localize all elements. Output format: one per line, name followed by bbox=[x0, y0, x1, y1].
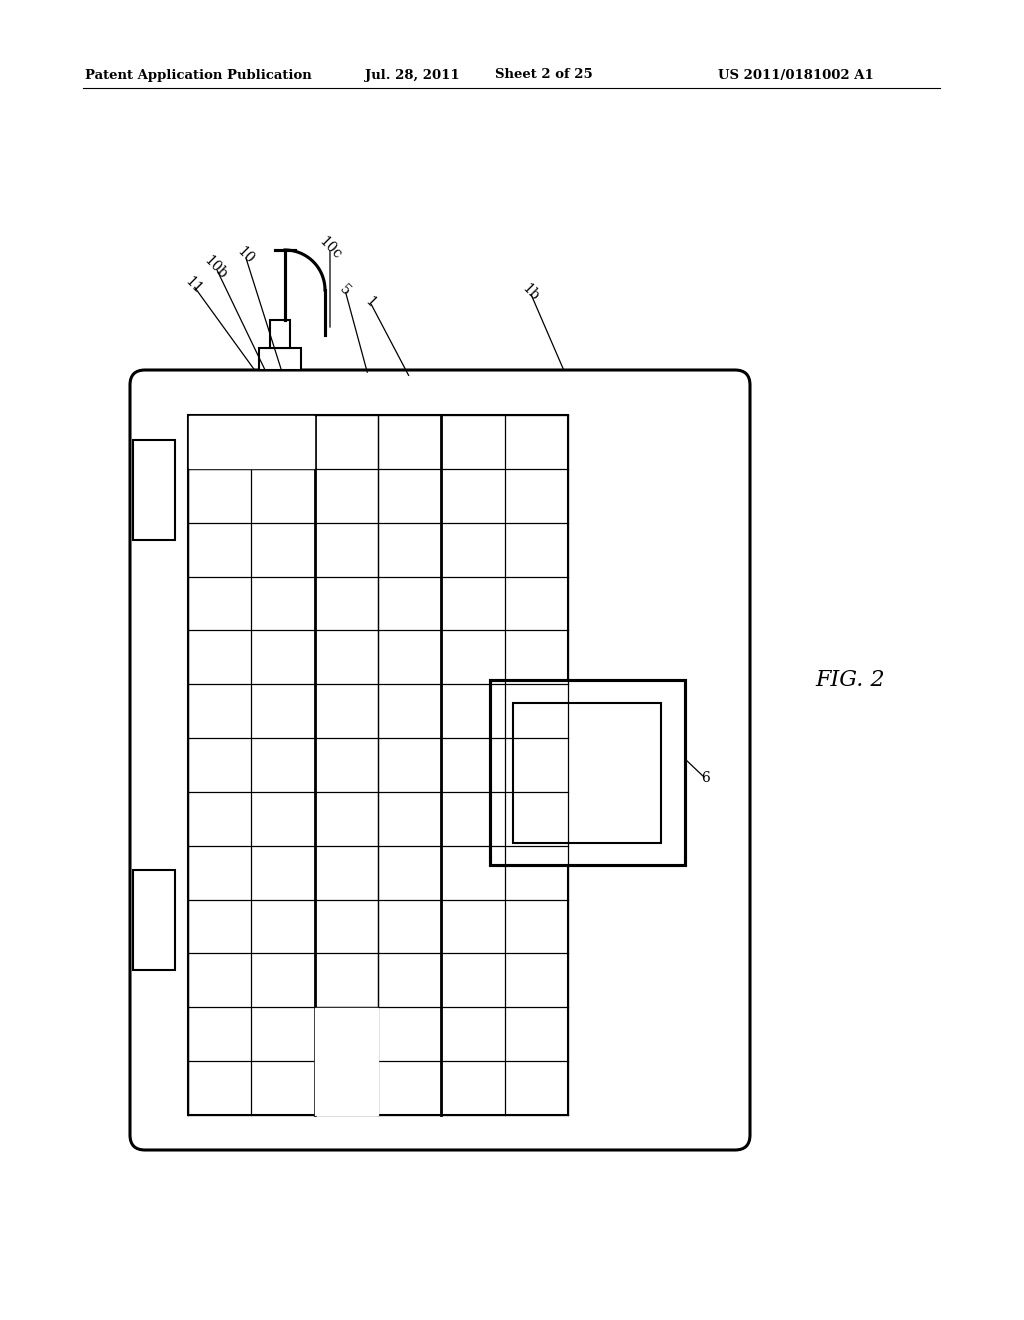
Text: 1: 1 bbox=[361, 294, 378, 310]
Text: 6: 6 bbox=[700, 771, 710, 785]
Text: 10b: 10b bbox=[202, 253, 230, 282]
Text: Patent Application Publication: Patent Application Publication bbox=[85, 69, 311, 82]
FancyBboxPatch shape bbox=[130, 370, 750, 1150]
Bar bbox=[490, 680, 685, 865]
Text: Jul. 28, 2011: Jul. 28, 2011 bbox=[365, 69, 460, 82]
Text: 10c: 10c bbox=[316, 234, 344, 261]
Text: Sheet 2 of 25: Sheet 2 of 25 bbox=[495, 69, 593, 82]
Text: 5: 5 bbox=[337, 282, 353, 298]
Text: FIG. 2: FIG. 2 bbox=[815, 669, 885, 690]
Text: 11: 11 bbox=[182, 273, 204, 296]
Bar bbox=[513, 704, 662, 843]
Bar bbox=[188, 416, 314, 469]
Text: 10: 10 bbox=[233, 244, 256, 267]
Bar bbox=[270, 319, 290, 348]
Bar bbox=[188, 414, 568, 1115]
Text: 1b: 1b bbox=[519, 281, 542, 304]
Text: US 2011/0181002 A1: US 2011/0181002 A1 bbox=[718, 69, 873, 82]
Bar bbox=[259, 348, 301, 370]
Bar bbox=[133, 870, 175, 970]
Bar bbox=[315, 1007, 378, 1114]
Bar bbox=[133, 440, 175, 540]
